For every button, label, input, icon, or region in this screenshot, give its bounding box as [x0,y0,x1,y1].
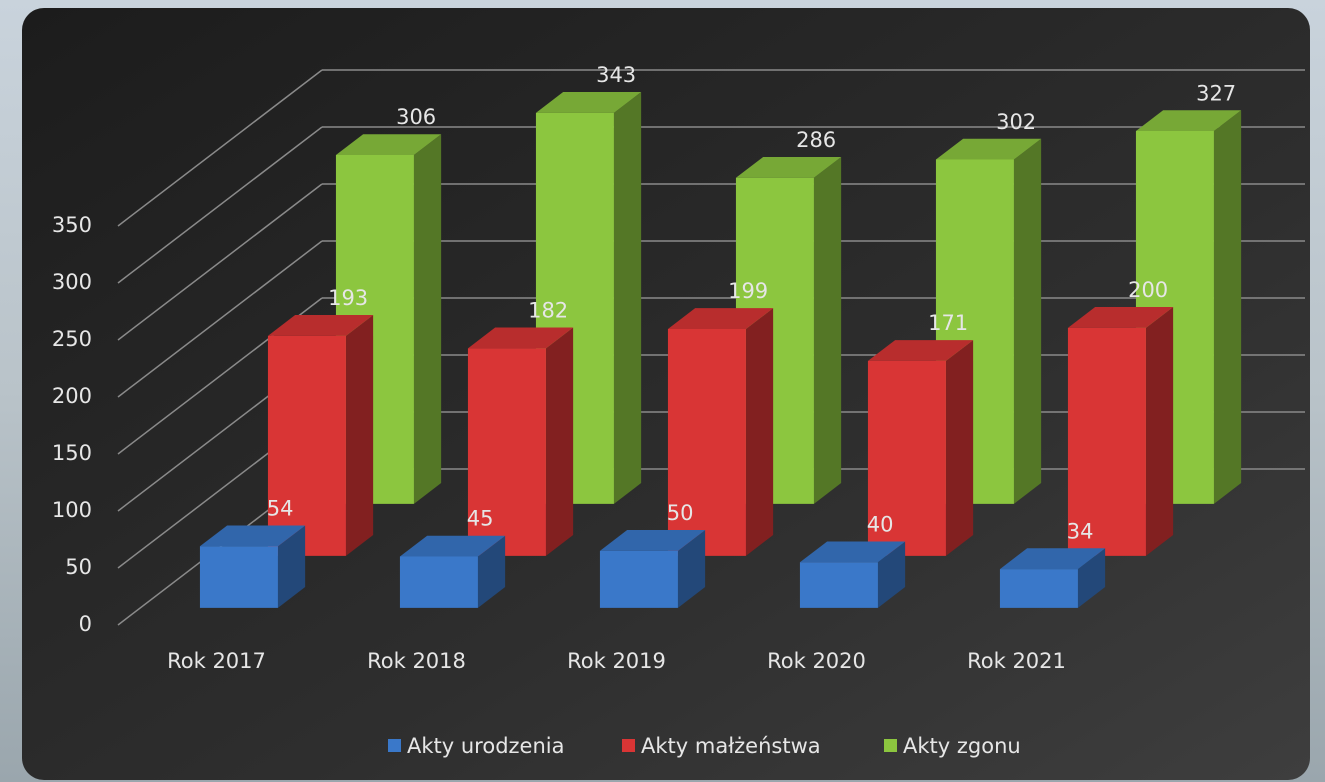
y-tick-label: 50 [65,555,92,579]
y-tick-label: 150 [52,441,92,465]
y-tick-label: 200 [52,384,92,408]
x-tick-label: Rok 2017 [167,649,266,673]
x-tick-label: Rok 2019 [567,649,666,673]
bar [800,541,905,607]
data-label: 54 [267,496,294,520]
data-label: 34 [1067,519,1094,543]
bar-side [346,315,373,556]
bar-side [746,308,773,556]
bar-side [946,340,973,556]
legend-swatch [622,739,635,752]
x-tick-label: Rok 2021 [967,649,1066,673]
data-label: 171 [928,311,968,335]
data-label: 40 [867,512,894,536]
data-label: 200 [1128,278,1168,302]
data-label: 302 [996,110,1036,134]
bar [600,551,678,608]
x-tick-label: Rok 2018 [367,649,466,673]
bar-side [414,134,441,504]
bar [268,336,346,556]
x-tick-label: Rok 2020 [767,649,866,673]
legend-label: Akty urodzenia [407,734,564,758]
legend-label: Akty małżeństwa [641,734,821,758]
bar-side [814,157,841,504]
bar [200,525,305,607]
data-label: 50 [667,501,694,525]
bar [200,546,278,608]
data-label: 199 [728,279,768,303]
data-label: 193 [328,286,368,310]
y-tick-label: 100 [52,498,92,522]
y-tick-label: 300 [52,270,92,294]
chart: 0 50 100 150 200 250 300 350 Rok 2017 Rok 2018 Rok… [0,0,1325,782]
bar-side [1014,139,1041,504]
bar [600,530,705,608]
y-tick-label: 0 [79,612,92,636]
bar [800,562,878,608]
data-label: 286 [796,128,836,152]
data-label: 182 [528,299,568,323]
data-label: 45 [467,507,494,531]
y-tick-label: 350 [52,213,92,237]
data-label: 327 [1196,81,1236,105]
legend-swatch [884,739,897,752]
y-tick-label: 250 [52,327,92,351]
bar [1000,569,1078,608]
data-label: 343 [596,63,636,87]
bar [400,557,478,608]
bar-side [614,92,641,504]
bar [1000,548,1105,608]
legend-swatch [388,739,401,752]
legend-label: Akty zgonu [903,734,1021,758]
bar-side [1214,110,1241,504]
bar-side [1146,307,1173,556]
bar [400,536,505,608]
bar-side [546,328,573,556]
data-label: 306 [396,105,436,129]
